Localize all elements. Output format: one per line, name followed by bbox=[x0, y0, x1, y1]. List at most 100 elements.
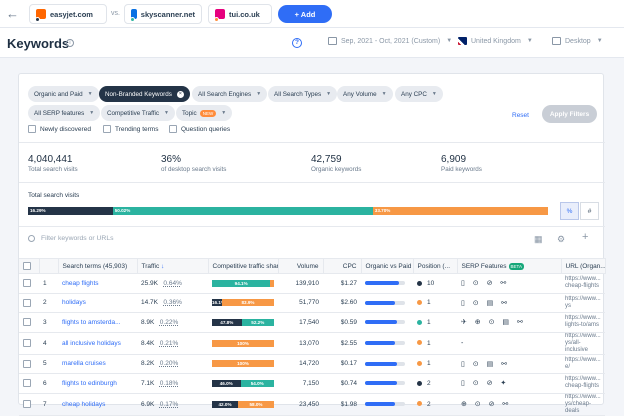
excel-export-icon[interactable]: ▦ bbox=[534, 234, 543, 244]
new-badge: NEW bbox=[199, 109, 217, 117]
row-checkbox[interactable] bbox=[19, 373, 39, 394]
row-checkbox[interactable] bbox=[19, 273, 39, 294]
country-value: United Kingdom bbox=[471, 37, 521, 45]
share-segment: 83.9% bbox=[221, 299, 274, 307]
filter-chip-serp[interactable]: All SERP features ▼ bbox=[28, 105, 101, 121]
keyword-link[interactable]: flights to edinburgh bbox=[58, 373, 137, 394]
table-row[interactable]: 3 flights to amsterda... 8.9K 0.22% 47.8% 52… bbox=[19, 312, 605, 333]
position-cell: 1 bbox=[413, 312, 457, 333]
filter-chip-competitive[interactable]: Competitive Traffic ▼ bbox=[101, 105, 175, 121]
column-settings-icon[interactable]: ⚙ bbox=[557, 234, 566, 244]
header-share[interactable]: Competitive traffic share bbox=[208, 258, 279, 274]
url-cell[interactable]: https://www... ys bbox=[561, 293, 605, 313]
share-segment-1: 16.29% bbox=[28, 207, 113, 215]
traffic-value: 25.9K bbox=[141, 279, 158, 287]
date-range-select[interactable]: Sep, 2021 - Oct, 2021 (Custom) ▼ bbox=[328, 37, 452, 45]
position-dot bbox=[417, 380, 422, 386]
keyword-link[interactable]: cheap holidays bbox=[58, 393, 137, 416]
url-cell[interactable]: https://www... ys/all-inclusive bbox=[561, 332, 605, 355]
header-volume[interactable]: Volume bbox=[278, 258, 324, 274]
comparison-bar: ← easyjet.com vs. skyscanner.net tui.co.… bbox=[0, 0, 624, 28]
keyword-link[interactable]: all inclusive holidays bbox=[58, 332, 137, 355]
table-row[interactable]: 5 marella cruises 8.2K 0.20% 100% 14,720 $0.1… bbox=[19, 354, 605, 374]
serp-features-icons: ✈ ⊕ ⊙ ▤ ⚯ bbox=[457, 312, 561, 333]
checkbox-questions[interactable]: Question queries bbox=[169, 125, 230, 133]
traffic-value: 8.4K bbox=[141, 339, 155, 347]
share-cell: 47.8% 52.2% bbox=[208, 312, 278, 333]
row-checkbox[interactable] bbox=[19, 332, 39, 355]
country-select[interactable]: United Kingdom ▼ bbox=[458, 37, 533, 45]
page-header: Keywords i ? Sep, 2021 - Oct, 2021 (Cust… bbox=[0, 28, 624, 58]
url-cell[interactable]: https://www... lights-to/ams bbox=[561, 312, 605, 333]
row-index: 7 bbox=[39, 393, 58, 416]
filter-chip-branded[interactable]: Non-Branded Keywords × bbox=[99, 86, 190, 102]
site-name: skyscanner.net bbox=[140, 9, 195, 19]
traffic-cell: 8.4K 0.21% bbox=[137, 332, 208, 355]
filter-chip-cpc[interactable]: Any CPC ▼ bbox=[395, 86, 443, 102]
header-position[interactable]: Position (... bbox=[413, 258, 458, 274]
close-icon[interactable]: × bbox=[176, 90, 184, 98]
checkbox-trending[interactable]: Trending terms bbox=[103, 125, 158, 133]
search-placeholder: Filter keywords or URLs bbox=[41, 235, 114, 242]
table-row[interactable]: 4 all inclusive holidays 8.4K 0.21% 100% 13,… bbox=[19, 332, 605, 355]
position-dot bbox=[417, 340, 422, 346]
row-checkbox[interactable] bbox=[19, 393, 39, 416]
stat-value: 36% bbox=[161, 154, 182, 165]
header-search-terms[interactable]: Search terms (45,903) bbox=[58, 258, 138, 274]
header-traffic[interactable]: Traffic ↓ bbox=[137, 258, 209, 274]
add-icon[interactable]: + bbox=[582, 231, 589, 243]
filter-chip-engines[interactable]: All Search Engines ▼ bbox=[192, 86, 268, 102]
keyword-link[interactable]: holidays bbox=[58, 293, 137, 313]
url-cell[interactable]: https://www... cheap-flights bbox=[561, 273, 605, 294]
row-checkbox[interactable] bbox=[19, 354, 39, 374]
share-segment-3: 33.70% bbox=[372, 207, 548, 215]
url-cell[interactable]: https://www... e/ bbox=[561, 354, 605, 374]
ovp-cell bbox=[361, 312, 413, 333]
apply-filters-button[interactable]: Apply Filters bbox=[542, 105, 597, 123]
number-toggle[interactable]: # bbox=[580, 202, 599, 220]
help-icon[interactable]: ? bbox=[292, 38, 302, 48]
add-site-button[interactable]: + Add bbox=[278, 5, 332, 23]
share-cell: 16.1%83.9% bbox=[208, 293, 278, 313]
filter-chip-search-types[interactable]: All Search Types ▼ bbox=[268, 86, 338, 102]
keyword-search[interactable]: Filter keywords or URLs bbox=[28, 235, 114, 242]
checkbox-newly-discovered[interactable]: Newly discovered bbox=[28, 125, 91, 133]
url-cell[interactable]: https://www... cheap-flights bbox=[561, 373, 605, 394]
info-icon[interactable]: i bbox=[66, 39, 74, 47]
keyword-link[interactable]: marella cruises bbox=[58, 354, 137, 374]
serp-features-icons: ▯ ⊙ ▤ ⚯ bbox=[457, 293, 561, 313]
header-ovp[interactable]: Organic vs Paid bbox=[361, 258, 414, 274]
back-arrow-icon[interactable]: ← bbox=[6, 6, 19, 21]
percent-toggle[interactable]: % bbox=[560, 202, 579, 220]
site-chip-3[interactable]: tui.co.uk bbox=[208, 4, 272, 24]
keywords-panel: Organic and Paid ▼ Non-Branded Keywords × … bbox=[18, 73, 606, 416]
table-row[interactable]: 1 cheap flights 25.9K 0.64% 94.1% 139,910 $1.… bbox=[19, 273, 605, 294]
filter-chip-volume[interactable]: Any Volume ▼ bbox=[337, 86, 393, 102]
table-header-row: Search terms (45,903) Traffic ↓ Competit… bbox=[19, 258, 606, 274]
header-url[interactable]: URL (Organ... bbox=[561, 258, 606, 274]
filter-chip-topic[interactable]: Topic NEW ▼ bbox=[176, 105, 233, 121]
chevron-down-icon: ▼ bbox=[87, 91, 93, 97]
table-row[interactable]: 7 cheap holidays 6.9K 0.17% 42.0% 58.0% 23,45… bbox=[19, 393, 605, 416]
table-row[interactable]: 6 flights to edinburgh 7.1K 0.18% 46.0% 54.0… bbox=[19, 373, 605, 394]
row-checkbox[interactable] bbox=[19, 293, 39, 313]
reset-link[interactable]: Reset bbox=[512, 112, 529, 119]
header-serp[interactable]: SERP Features BETA bbox=[457, 258, 562, 274]
filter-chip-traffic-type[interactable]: Organic and Paid ▼ bbox=[28, 86, 99, 102]
site-chip-1[interactable]: easyjet.com bbox=[29, 4, 107, 24]
calendar-icon bbox=[328, 37, 337, 45]
site-chip-2[interactable]: skyscanner.net bbox=[124, 4, 202, 24]
header-cpc[interactable]: CPC bbox=[323, 258, 362, 274]
row-checkbox[interactable] bbox=[19, 312, 39, 333]
select-all-checkbox[interactable] bbox=[19, 258, 40, 274]
device-select[interactable]: Desktop ▼ bbox=[552, 37, 603, 45]
keyword-link[interactable]: cheap flights bbox=[58, 273, 137, 294]
header-index bbox=[39, 258, 59, 274]
url-cell[interactable]: https://www... ys/cheap-deals bbox=[561, 393, 605, 416]
divider bbox=[19, 142, 605, 143]
ovp-cell bbox=[361, 393, 413, 416]
sort-arrow-icon: ↓ bbox=[161, 262, 165, 270]
traffic-percent: 0.20% bbox=[159, 360, 179, 368]
keyword-link[interactable]: flights to amsterda... bbox=[58, 312, 137, 333]
